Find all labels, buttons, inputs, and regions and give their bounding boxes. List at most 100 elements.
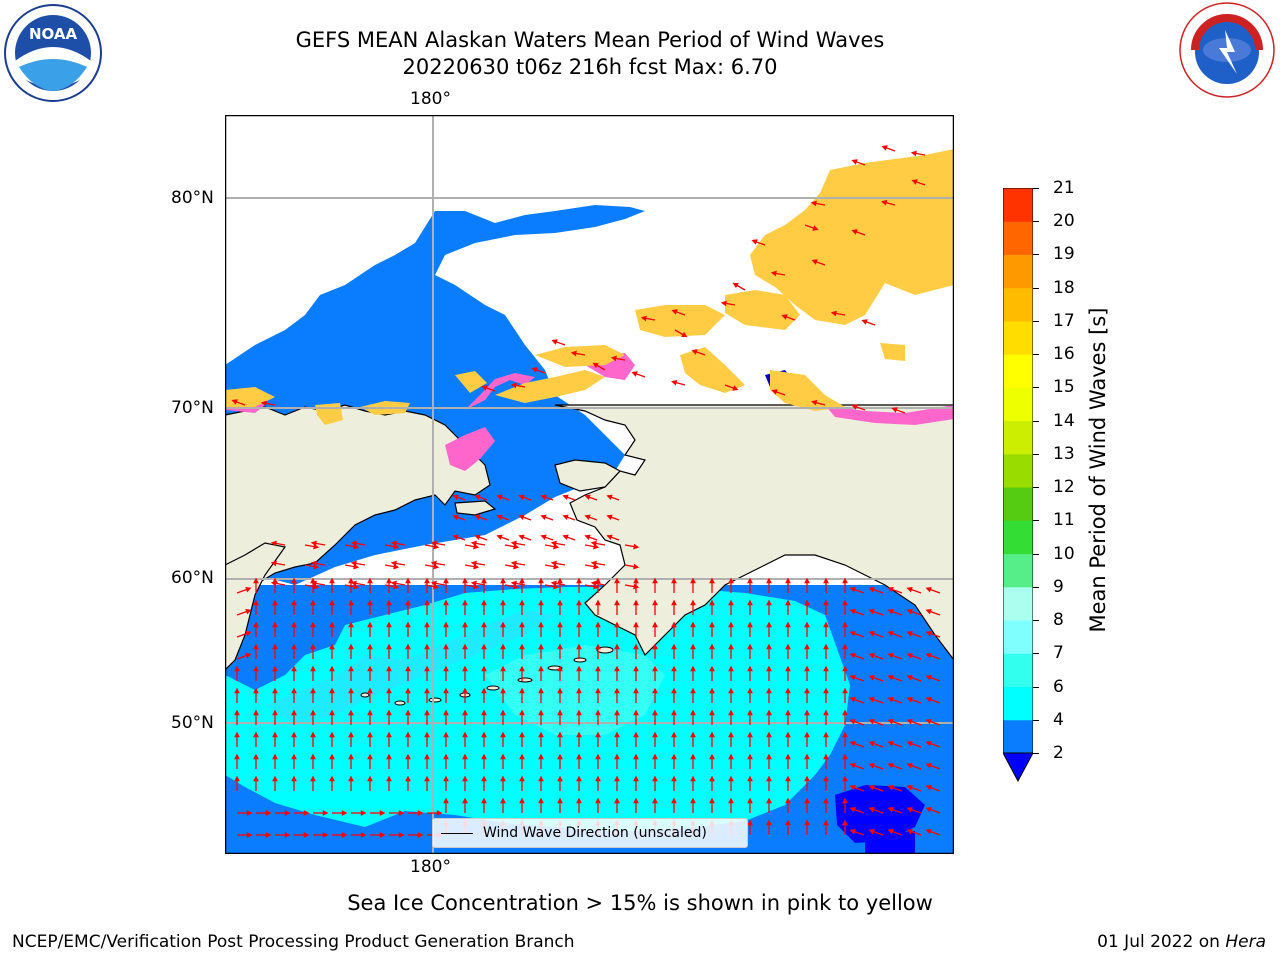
wind-arrow-head: [584, 494, 591, 501]
colorbar-bin: [1003, 254, 1033, 289]
wind-arrow-head: [633, 753, 639, 760]
wind-arrow-head: [551, 339, 558, 345]
map-legend: Wind Wave Direction (unscaled): [432, 818, 748, 848]
colorbar-tick-mark: [1033, 586, 1039, 588]
wind-arrow-head: [386, 643, 392, 650]
wind-arrow-head: [887, 630, 894, 637]
colorbar-tick-label: 6: [1053, 676, 1064, 697]
wind-arrow-head: [804, 577, 810, 584]
wind-arrow-head: [766, 709, 772, 716]
wind-arrow-head: [728, 731, 734, 738]
wind-arrow-head: [341, 832, 348, 838]
wind-arrow-head: [785, 775, 791, 782]
wind-arrow-head: [849, 674, 856, 681]
wind-arrow-head: [606, 514, 613, 521]
colorbar-bin: [1003, 221, 1033, 255]
wind-arrow-head: [576, 709, 582, 716]
wind-arrow-head: [538, 621, 544, 628]
wind-arrow-head: [709, 577, 715, 584]
wind-arrow-head: [246, 832, 253, 838]
wind-arrow-head: [811, 259, 818, 265]
wind-arrow-head: [272, 621, 278, 628]
wind-arrow-head: [329, 643, 335, 650]
wind-arrow-head: [690, 599, 696, 606]
colorbar-tick-mark: [1033, 420, 1039, 422]
wind-arrow-head: [474, 514, 481, 521]
wind-arrow-head: [747, 621, 753, 628]
wind-arrow-head: [747, 643, 753, 650]
colorbar-bin: [1003, 620, 1033, 654]
wind-arrow-head: [443, 753, 449, 760]
wind-arrow-head: [405, 709, 411, 716]
wind-arrow-head: [553, 583, 560, 590]
wind-arrow-head: [785, 797, 791, 804]
wind-arrow-head: [557, 621, 563, 628]
wind-arrow-head: [234, 775, 240, 782]
wind-arrow-head: [481, 797, 487, 804]
wind-arrow-head: [868, 674, 875, 681]
wind-arrow-head: [770, 270, 777, 277]
wind-arrow-head: [823, 753, 829, 760]
wind-arrow-head: [766, 621, 772, 628]
colorbar-tick-mark: [1033, 653, 1039, 655]
noaa-logo-text: NOAA: [29, 25, 78, 43]
wind-arrow-head: [906, 652, 913, 659]
wind-arrow-head: [433, 543, 440, 550]
wind-arrow-head: [310, 540, 317, 547]
colorbar-tick-label: 21: [1053, 178, 1075, 198]
wind-arrow-head: [633, 543, 640, 550]
wind-arrow-head: [519, 709, 525, 716]
wind-arrow-head: [906, 586, 913, 593]
wind-arrow-head: [911, 179, 918, 185]
wind-arrow-head: [691, 349, 698, 355]
land-seward: [554, 459, 621, 492]
wind-arrow-head: [633, 687, 639, 694]
wind-arrow-head: [728, 753, 734, 760]
wind-arrow-head: [671, 731, 677, 738]
wind-arrow-head: [766, 753, 772, 760]
wind-arrow-head: [690, 709, 696, 716]
wind-arrow-head: [519, 643, 525, 650]
wind-arrow-head: [576, 577, 582, 584]
colorbar-bin: [1003, 387, 1033, 422]
wind-arrow-head: [868, 806, 875, 813]
wind-arrow-head: [443, 621, 449, 628]
wind-arrow-head: [640, 315, 647, 322]
wind-arrow-head: [231, 399, 238, 405]
wind-arrow-head: [474, 534, 481, 541]
wind-arrow-head: [747, 665, 753, 672]
wind-arrow-head: [291, 709, 297, 716]
wind-arrow-head: [310, 753, 316, 760]
colorbar-tick-label: 19: [1053, 244, 1075, 265]
colorbar-tick-label: 2: [1053, 743, 1064, 763]
wind-arrow-head: [443, 731, 449, 738]
wind-arrow-head: [470, 560, 477, 567]
colorbar-tick-label: 13: [1053, 443, 1075, 464]
wind-arrow-head: [253, 731, 259, 738]
wind-arrow-head: [557, 687, 563, 694]
wind-arrow-head: [804, 709, 810, 716]
wind-arrow-head: [313, 583, 320, 590]
wind-arrow-head: [868, 696, 875, 703]
land-st-lawrence: [454, 500, 497, 516]
wind-arrow-head: [633, 621, 639, 628]
wind-arrow-head: [253, 643, 259, 650]
wind-arrow-head: [405, 599, 411, 606]
wind-arrow-head: [424, 687, 430, 694]
wind-arrow-head: [500, 731, 506, 738]
wind-arrow-head: [925, 718, 932, 725]
land-alaska: [554, 404, 954, 661]
wind-arrow-head: [766, 731, 772, 738]
wind-arrow-head: [531, 367, 538, 373]
wind-arrow-head: [709, 797, 715, 804]
wind-arrow-head: [291, 753, 297, 760]
wind-arrow-head: [728, 643, 734, 650]
wind-arrow-head: [804, 643, 810, 650]
wind-arrow-head: [329, 687, 335, 694]
wind-arrow-head: [291, 577, 297, 584]
wind-arrow-head: [595, 731, 601, 738]
wind-arrow-head: [766, 797, 772, 804]
wind-arrow-head: [747, 577, 753, 584]
wind-arrow-head: [804, 687, 810, 694]
colorbar-tick-label: 15: [1053, 377, 1075, 398]
